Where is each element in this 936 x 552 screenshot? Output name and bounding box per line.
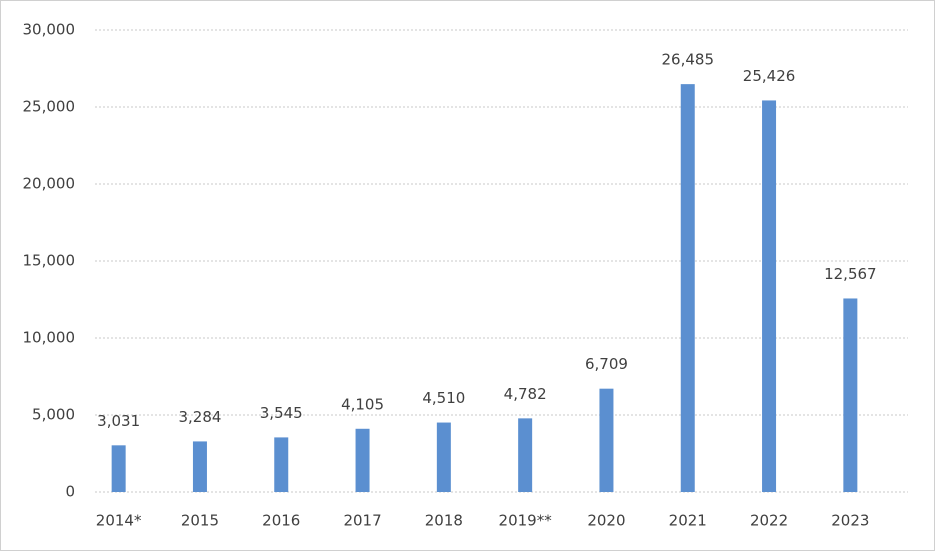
y-tick-label: 15,000 [23,252,76,270]
bar [192,441,207,492]
value-label: 4,510 [422,389,465,407]
x-tick-label: 2022 [750,512,788,530]
y-tick-label: 5,000 [32,406,75,424]
x-tick-label: 2017 [343,512,381,530]
x-tick-label: 2023 [831,512,869,530]
bar [355,428,370,492]
x-tick-label: 2019** [499,512,553,530]
y-tick-label: 20,000 [23,175,76,193]
y-tick-label: 25,000 [23,98,76,116]
bar [111,445,126,492]
x-tick-label: 2018 [425,512,463,530]
bar [680,84,695,493]
value-label: 6,709 [585,355,628,373]
y-tick-label: 30,000 [23,21,76,39]
bar [599,388,614,492]
value-label: 25,426 [743,67,796,85]
value-label: 3,545 [260,404,303,422]
value-label: 12,567 [824,265,877,283]
value-label: 4,105 [341,395,384,413]
y-tick-label: 10,000 [23,329,76,347]
value-label: 3,284 [178,408,221,426]
bar [436,422,451,492]
bar [274,437,289,492]
x-tick-label: 2015 [181,512,219,530]
x-tick-label: 2021 [669,512,707,530]
bar [518,418,533,492]
x-tick-label: 2016 [262,512,300,530]
value-label: 26,485 [662,51,715,69]
value-label: 3,031 [97,412,140,430]
bar [843,298,858,492]
value-label: 4,782 [504,385,547,403]
x-tick-label: 2020 [587,512,625,530]
y-tick-label: 0 [65,483,75,501]
x-tick-label: 2014* [96,512,142,530]
bar [762,100,777,492]
